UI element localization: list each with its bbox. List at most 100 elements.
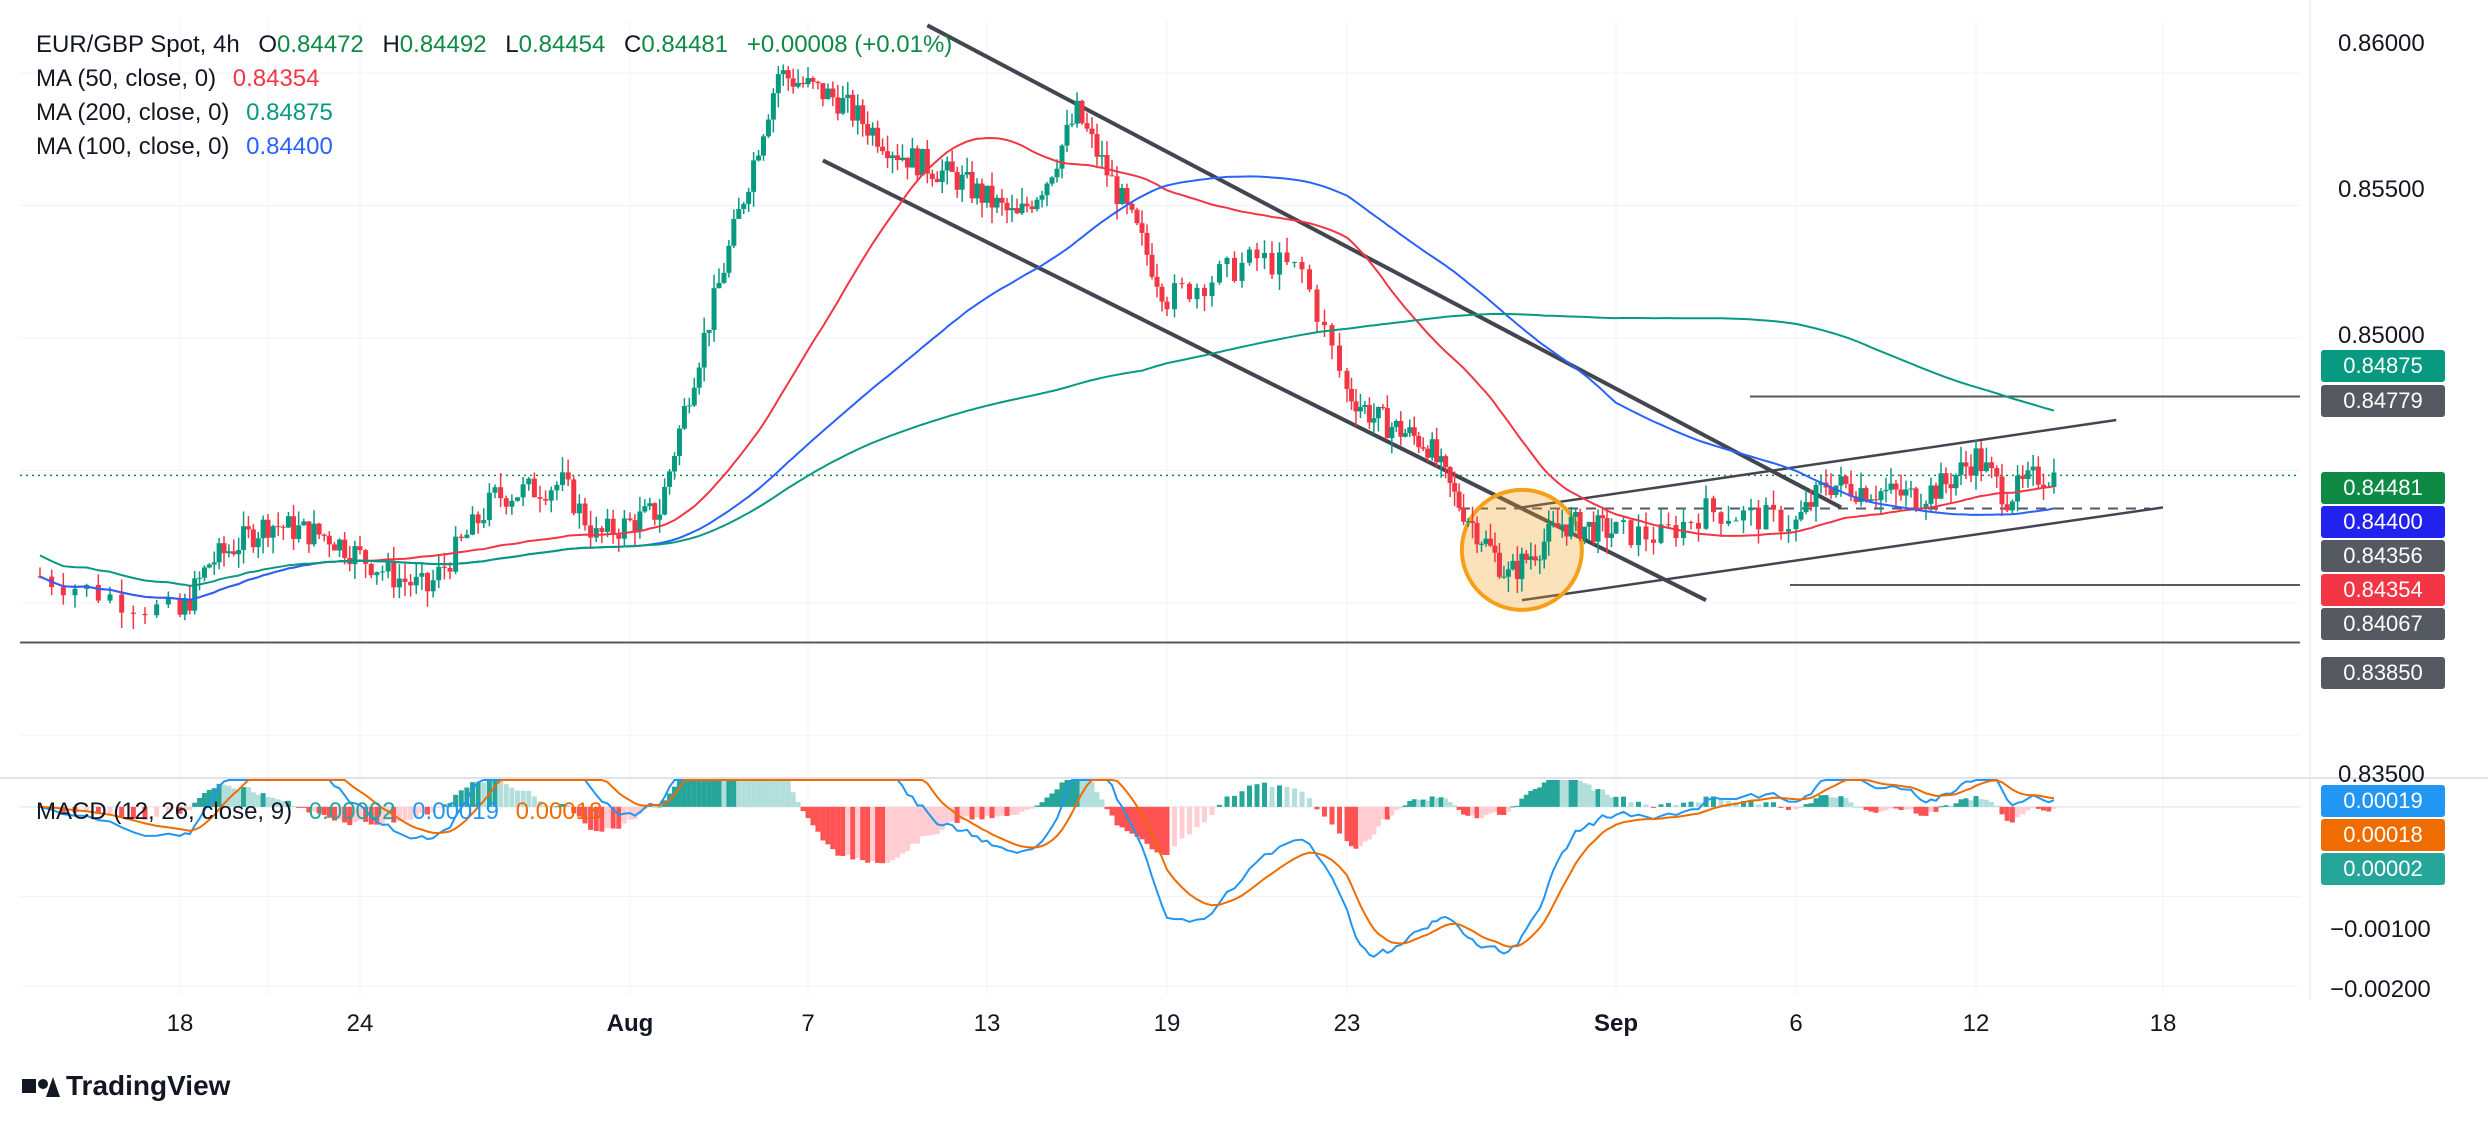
candle-body <box>825 88 831 100</box>
candle-body <box>637 511 643 532</box>
ma200-legend[interactable]: MA (200, close, 0) 0.84875 <box>36 96 337 130</box>
macd-histogram-bar <box>408 806 414 820</box>
macd-histogram-bar <box>1009 806 1015 816</box>
candle-body <box>676 428 682 457</box>
candle-body <box>875 127 881 147</box>
macd-histogram-bar <box>1299 791 1305 807</box>
macd-histogram-bar <box>311 806 317 812</box>
candle-body <box>306 521 312 545</box>
candle-body <box>790 78 796 87</box>
candle-body <box>909 148 915 168</box>
macd-hist-value: 0.00002 <box>308 798 396 825</box>
candle-body <box>430 580 436 592</box>
time-tick: Aug <box>606 1010 654 1037</box>
candle-body <box>1913 488 1919 510</box>
macd-histogram-bar <box>599 806 605 832</box>
ma50-legend[interactable]: MA (50, close, 0) 0.84354 <box>36 62 324 96</box>
macd-histogram-bar <box>944 806 950 824</box>
candle-body <box>1054 168 1060 178</box>
macd-histogram-bar <box>1537 787 1543 807</box>
candle-body <box>605 518 610 532</box>
candle-body <box>2020 475 2026 480</box>
candle-body <box>520 484 526 498</box>
macd-histogram-bar <box>436 806 442 808</box>
candle-body <box>1600 515 1606 519</box>
candle-body <box>2015 475 2021 502</box>
candle-body <box>419 573 425 577</box>
candle-body <box>1292 262 1297 264</box>
ma200-label: MA (200, close, 0) <box>36 99 230 126</box>
macd-histogram-bar <box>1362 806 1368 842</box>
candle-body <box>1948 484 1954 489</box>
candle-body <box>805 78 811 85</box>
macd-histogram-bar <box>1366 806 1372 840</box>
candle-body <box>216 543 222 563</box>
macd-histogram-bar <box>1217 804 1222 807</box>
macd-histogram-bar <box>795 801 801 807</box>
candle-body <box>1362 404 1368 407</box>
candle-body <box>187 599 193 611</box>
time-tick: 19 <box>1153 1010 1181 1037</box>
macd-histogram-bar <box>1786 806 1791 810</box>
macd-histogram-bar <box>1443 798 1449 807</box>
candle-body <box>1074 100 1080 124</box>
candle-body <box>681 406 687 429</box>
macd-histogram-bar <box>1828 797 1834 807</box>
candle-body <box>627 518 633 521</box>
macd-histogram-bar <box>1948 805 1954 807</box>
macd-histogram-bar <box>250 792 256 807</box>
macd-histogram-bar <box>1564 780 1570 807</box>
candle-body <box>1613 521 1619 534</box>
candle-body <box>1348 388 1354 402</box>
macd-histogram-bar <box>1505 806 1511 812</box>
macd-histogram-bar <box>385 806 391 820</box>
candle-body <box>1828 487 1834 496</box>
macd-histogram-bar <box>1559 780 1565 807</box>
candle-body <box>1528 556 1534 560</box>
macd-histogram-bar <box>904 806 910 852</box>
macd-histogram-bar <box>1254 784 1260 807</box>
macd-histogram-bar <box>1407 801 1413 807</box>
candle-body <box>1389 427 1395 439</box>
candle-body <box>1269 252 1275 275</box>
candle-body <box>1582 526 1588 539</box>
candle-body <box>959 174 965 190</box>
macd-histogram-bar <box>1224 796 1230 807</box>
candle-body <box>1586 522 1592 527</box>
macd-histogram-bar <box>347 806 353 826</box>
candle-body <box>593 528 599 538</box>
ma100-legend[interactable]: MA (100, close, 0) 0.84400 <box>36 130 337 164</box>
macd-histogram-bar <box>1938 806 1944 808</box>
macd-histogram-bar <box>245 787 251 807</box>
candle-body <box>1094 134 1100 157</box>
macd-histogram-bar <box>885 806 891 864</box>
candle-body <box>1434 439 1440 463</box>
tradingview-logo[interactable]: TradingView <box>22 1070 230 1102</box>
candle-body <box>301 521 307 526</box>
macd-histogram-bar <box>1711 796 1716 807</box>
candle-body <box>1888 483 1894 490</box>
macd-histogram-bar <box>1978 799 1984 807</box>
macd-histogram-bar <box>1628 802 1634 807</box>
macd-histogram-bar <box>929 806 935 836</box>
macd-histogram-bar <box>1528 790 1534 807</box>
macd-legend[interactable]: MACD (12, 26, close, 9) 0.00002 0.00019 … <box>36 795 606 829</box>
macd-histogram-bar <box>1434 798 1440 807</box>
change-value: +0.00008 (+0.01%) <box>746 31 953 58</box>
macd-histogram-bar <box>1514 805 1520 807</box>
candle-body <box>2041 484 2047 488</box>
candle-body <box>662 486 668 515</box>
candle-body <box>1519 553 1525 580</box>
candle-body <box>1658 524 1664 543</box>
macd-histogram-bar <box>520 790 526 807</box>
macd-histogram-bar <box>914 806 920 844</box>
macd-histogram-bar <box>855 806 861 858</box>
candle-body <box>413 576 419 586</box>
macd-histogram-bar <box>1541 782 1547 807</box>
macd-histogram-bar <box>1134 806 1140 837</box>
macd-histogram-bar <box>1089 781 1095 807</box>
macd-histogram-bar <box>939 806 945 830</box>
macd-histogram-bar <box>899 806 905 854</box>
candle-body <box>1337 345 1342 371</box>
